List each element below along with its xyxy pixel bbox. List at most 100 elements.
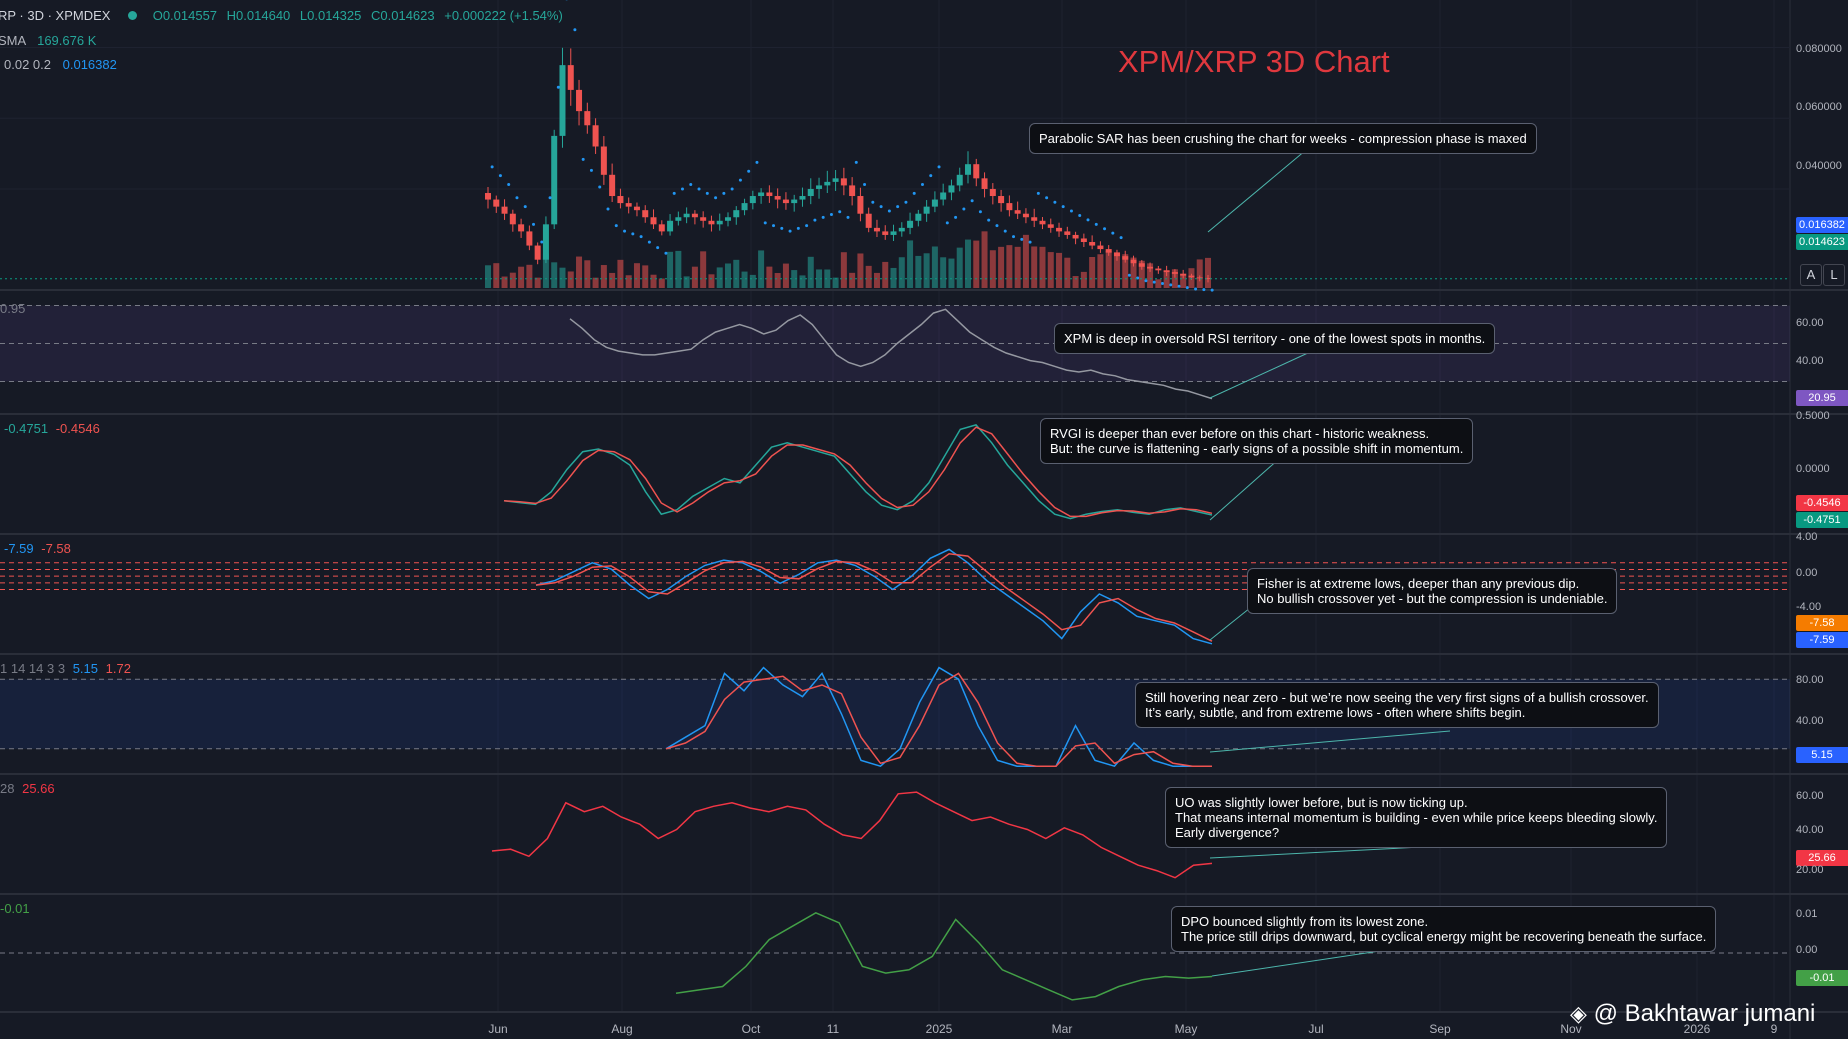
sar-dot (987, 218, 991, 222)
annotation-sar[interactable]: Parabolic SAR has been crushing the char… (1029, 123, 1537, 154)
volume-bar (998, 246, 1005, 288)
volume-bar (766, 266, 773, 288)
candle-body (725, 217, 731, 221)
annotation-dpo-line-1: DPO bounced slightly from its lowest zon… (1181, 914, 1429, 929)
candle-body (1072, 234, 1079, 239)
volume-bar (1205, 257, 1211, 288)
ohlc-close: C0.014623 (371, 8, 435, 23)
volume-bar (683, 276, 690, 288)
sar-dot (697, 187, 701, 191)
annotation-pointer (1209, 845, 1441, 859)
annotation-rsi[interactable]: XPM is deep in oversold RSI territory - … (1054, 323, 1496, 354)
candle-body (940, 192, 947, 200)
candle-body (1105, 249, 1112, 253)
annotation-pointer (1209, 351, 1311, 399)
sar-dot (589, 168, 593, 172)
candle-body (700, 217, 707, 221)
volume-bar (973, 240, 980, 288)
candle-body (691, 213, 698, 218)
stoch-axis-tick: 80.00 (1796, 674, 1824, 686)
x-axis-tick: 2026 (1683, 1022, 1711, 1036)
sar-dot (705, 191, 709, 195)
fisher-legend: -7.59 -7.58 (4, 541, 71, 556)
candle-body (791, 199, 798, 204)
candle-body (832, 178, 839, 182)
sar-dot (871, 200, 875, 204)
stoch-legend: 1 14 14 3 3 5.15 1.72 (0, 661, 131, 676)
sar-dot (548, 196, 552, 200)
candle-body (542, 224, 549, 260)
x-axis-tick: Mar (1051, 1022, 1073, 1036)
volume-bar (708, 274, 715, 288)
volume-bar (617, 259, 624, 288)
candle-body (1196, 277, 1203, 279)
volume-bar (758, 250, 765, 288)
sar-dot (813, 218, 817, 222)
candle-body (675, 217, 682, 221)
watermark-text: @ Bakhtawar jumani (1593, 1000, 1816, 1027)
ohlc-open: O0.014557 (152, 8, 218, 23)
candle-body (973, 164, 980, 179)
candle-body (774, 196, 781, 200)
x-axis-tick: Oct (741, 1022, 761, 1036)
sar-dot (887, 209, 891, 213)
candle-body (923, 206, 930, 214)
rvgi-axis-tick: 0.0000 (1796, 463, 1830, 475)
stoch-legend-value-2: 1.72 (105, 661, 131, 676)
candle-body (907, 220, 914, 228)
candle-body (882, 231, 889, 235)
volume-bar (816, 269, 823, 288)
sar-dot (879, 205, 883, 209)
annotation-rvgi[interactable]: RVGI is deeper than ever before on this … (1040, 418, 1474, 464)
candle-body (1064, 231, 1071, 235)
candle-body (1097, 245, 1104, 250)
sar-dot (1086, 218, 1090, 222)
volume-bar (865, 265, 872, 288)
sar-dot (780, 226, 784, 230)
sar-dot (805, 224, 809, 228)
annotation-dpo[interactable]: DPO bounced slightly from its lowest zon… (1171, 906, 1717, 952)
sar-dot (1194, 287, 1198, 291)
candle-body (576, 89, 583, 112)
sar-dot (846, 215, 850, 219)
volume-sma-value: 169.676 K (37, 33, 97, 48)
chart-title: XPM/XRP 3D Chart (1118, 44, 1390, 79)
volume-bar (642, 265, 649, 288)
annotation-stoch-line-1: Still hovering near zero - but we’re now… (1145, 690, 1649, 705)
candle-body (716, 220, 723, 225)
annotation-stoch[interactable]: Still hovering near zero - but we’re now… (1135, 682, 1659, 728)
uo-legend-value: 25.66 (22, 781, 55, 796)
rsi-legend-value: 0.95 (0, 301, 26, 316)
candle-body (824, 181, 831, 186)
candle-body (1205, 278, 1211, 280)
sar-dot (1111, 231, 1115, 235)
annotation-pointer (1207, 149, 1307, 233)
rsi-axis-tick: 60.00 (1796, 317, 1824, 329)
sar-dot (995, 224, 999, 228)
volume-bar (824, 269, 831, 288)
candle-body (592, 125, 599, 147)
volume-bar (1039, 246, 1046, 288)
sar-dot (863, 183, 867, 187)
sar-dot (1053, 200, 1057, 204)
annotation-uo[interactable]: UO was slightly lower before, but is now… (1165, 787, 1668, 848)
log-scale-button[interactable]: L (1823, 264, 1845, 286)
volume-bar (1097, 254, 1104, 288)
sar-dot (1061, 205, 1065, 209)
candle-body (584, 111, 591, 126)
sar-dot (672, 191, 676, 195)
auto-scale-button[interactable]: A (1800, 264, 1822, 286)
volume-bar (551, 262, 558, 288)
sar-dot (896, 205, 900, 209)
volume-bar (981, 231, 988, 288)
volume-bar (857, 253, 864, 288)
annotation-stoch-line-2: It’s early, subtle, and from extreme low… (1145, 705, 1526, 720)
sar-dot (656, 246, 660, 250)
sar-dot (1012, 235, 1016, 239)
symbol-label[interactable]: RP · 3D · XPMDEX (0, 8, 111, 23)
annotation-fisher[interactable]: Fisher is at extreme lows, deeper than a… (1247, 568, 1618, 614)
annotation-fisher-line-2: No bullish crossover yet - but the compr… (1257, 591, 1608, 606)
volume-bar (1014, 246, 1021, 288)
tag-sar: 0.016382 (1796, 217, 1848, 233)
